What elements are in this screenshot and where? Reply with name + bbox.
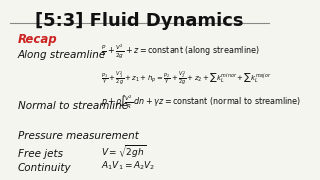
Text: $V = \sqrt{2gh}$: $V = \sqrt{2gh}$	[101, 144, 146, 160]
Text: $p + \rho\!\int\! \frac{V^2}{R}\,dn + \gamma z = \mathrm{constant\ (normal\ to\ : $p + \rho\!\int\! \frac{V^2}{R}\,dn + \g…	[101, 94, 301, 111]
Text: $\frac{p}{\gamma} + \frac{V^2}{2g} + z = \mathrm{constant\ (along\ streamline)}$: $\frac{p}{\gamma} + \frac{V^2}{2g} + z =…	[101, 42, 259, 60]
Text: Free jets: Free jets	[18, 149, 63, 159]
Text: Recap: Recap	[18, 33, 58, 46]
Text: [5:3] Fluid Dynamics: [5:3] Fluid Dynamics	[35, 12, 244, 30]
Text: Pressure measurement: Pressure measurement	[18, 131, 139, 141]
Text: Normal to streamline: Normal to streamline	[18, 101, 128, 111]
Text: Along streamline: Along streamline	[18, 50, 106, 60]
Text: $A_1 V_1 = A_2 V_2$: $A_1 V_1 = A_2 V_2$	[101, 160, 155, 172]
Text: $\frac{p_1}{\gamma} + \frac{V_1^2}{2g} + z_1 + h_p = \frac{p_2}{\gamma} + \frac{: $\frac{p_1}{\gamma} + \frac{V_1^2}{2g} +…	[101, 69, 271, 87]
Text: Continuity: Continuity	[18, 163, 72, 173]
